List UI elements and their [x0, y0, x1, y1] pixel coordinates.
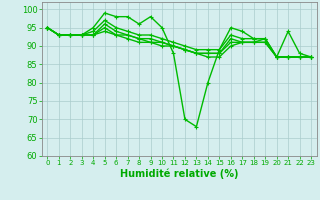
X-axis label: Humidité relative (%): Humidité relative (%): [120, 169, 238, 179]
